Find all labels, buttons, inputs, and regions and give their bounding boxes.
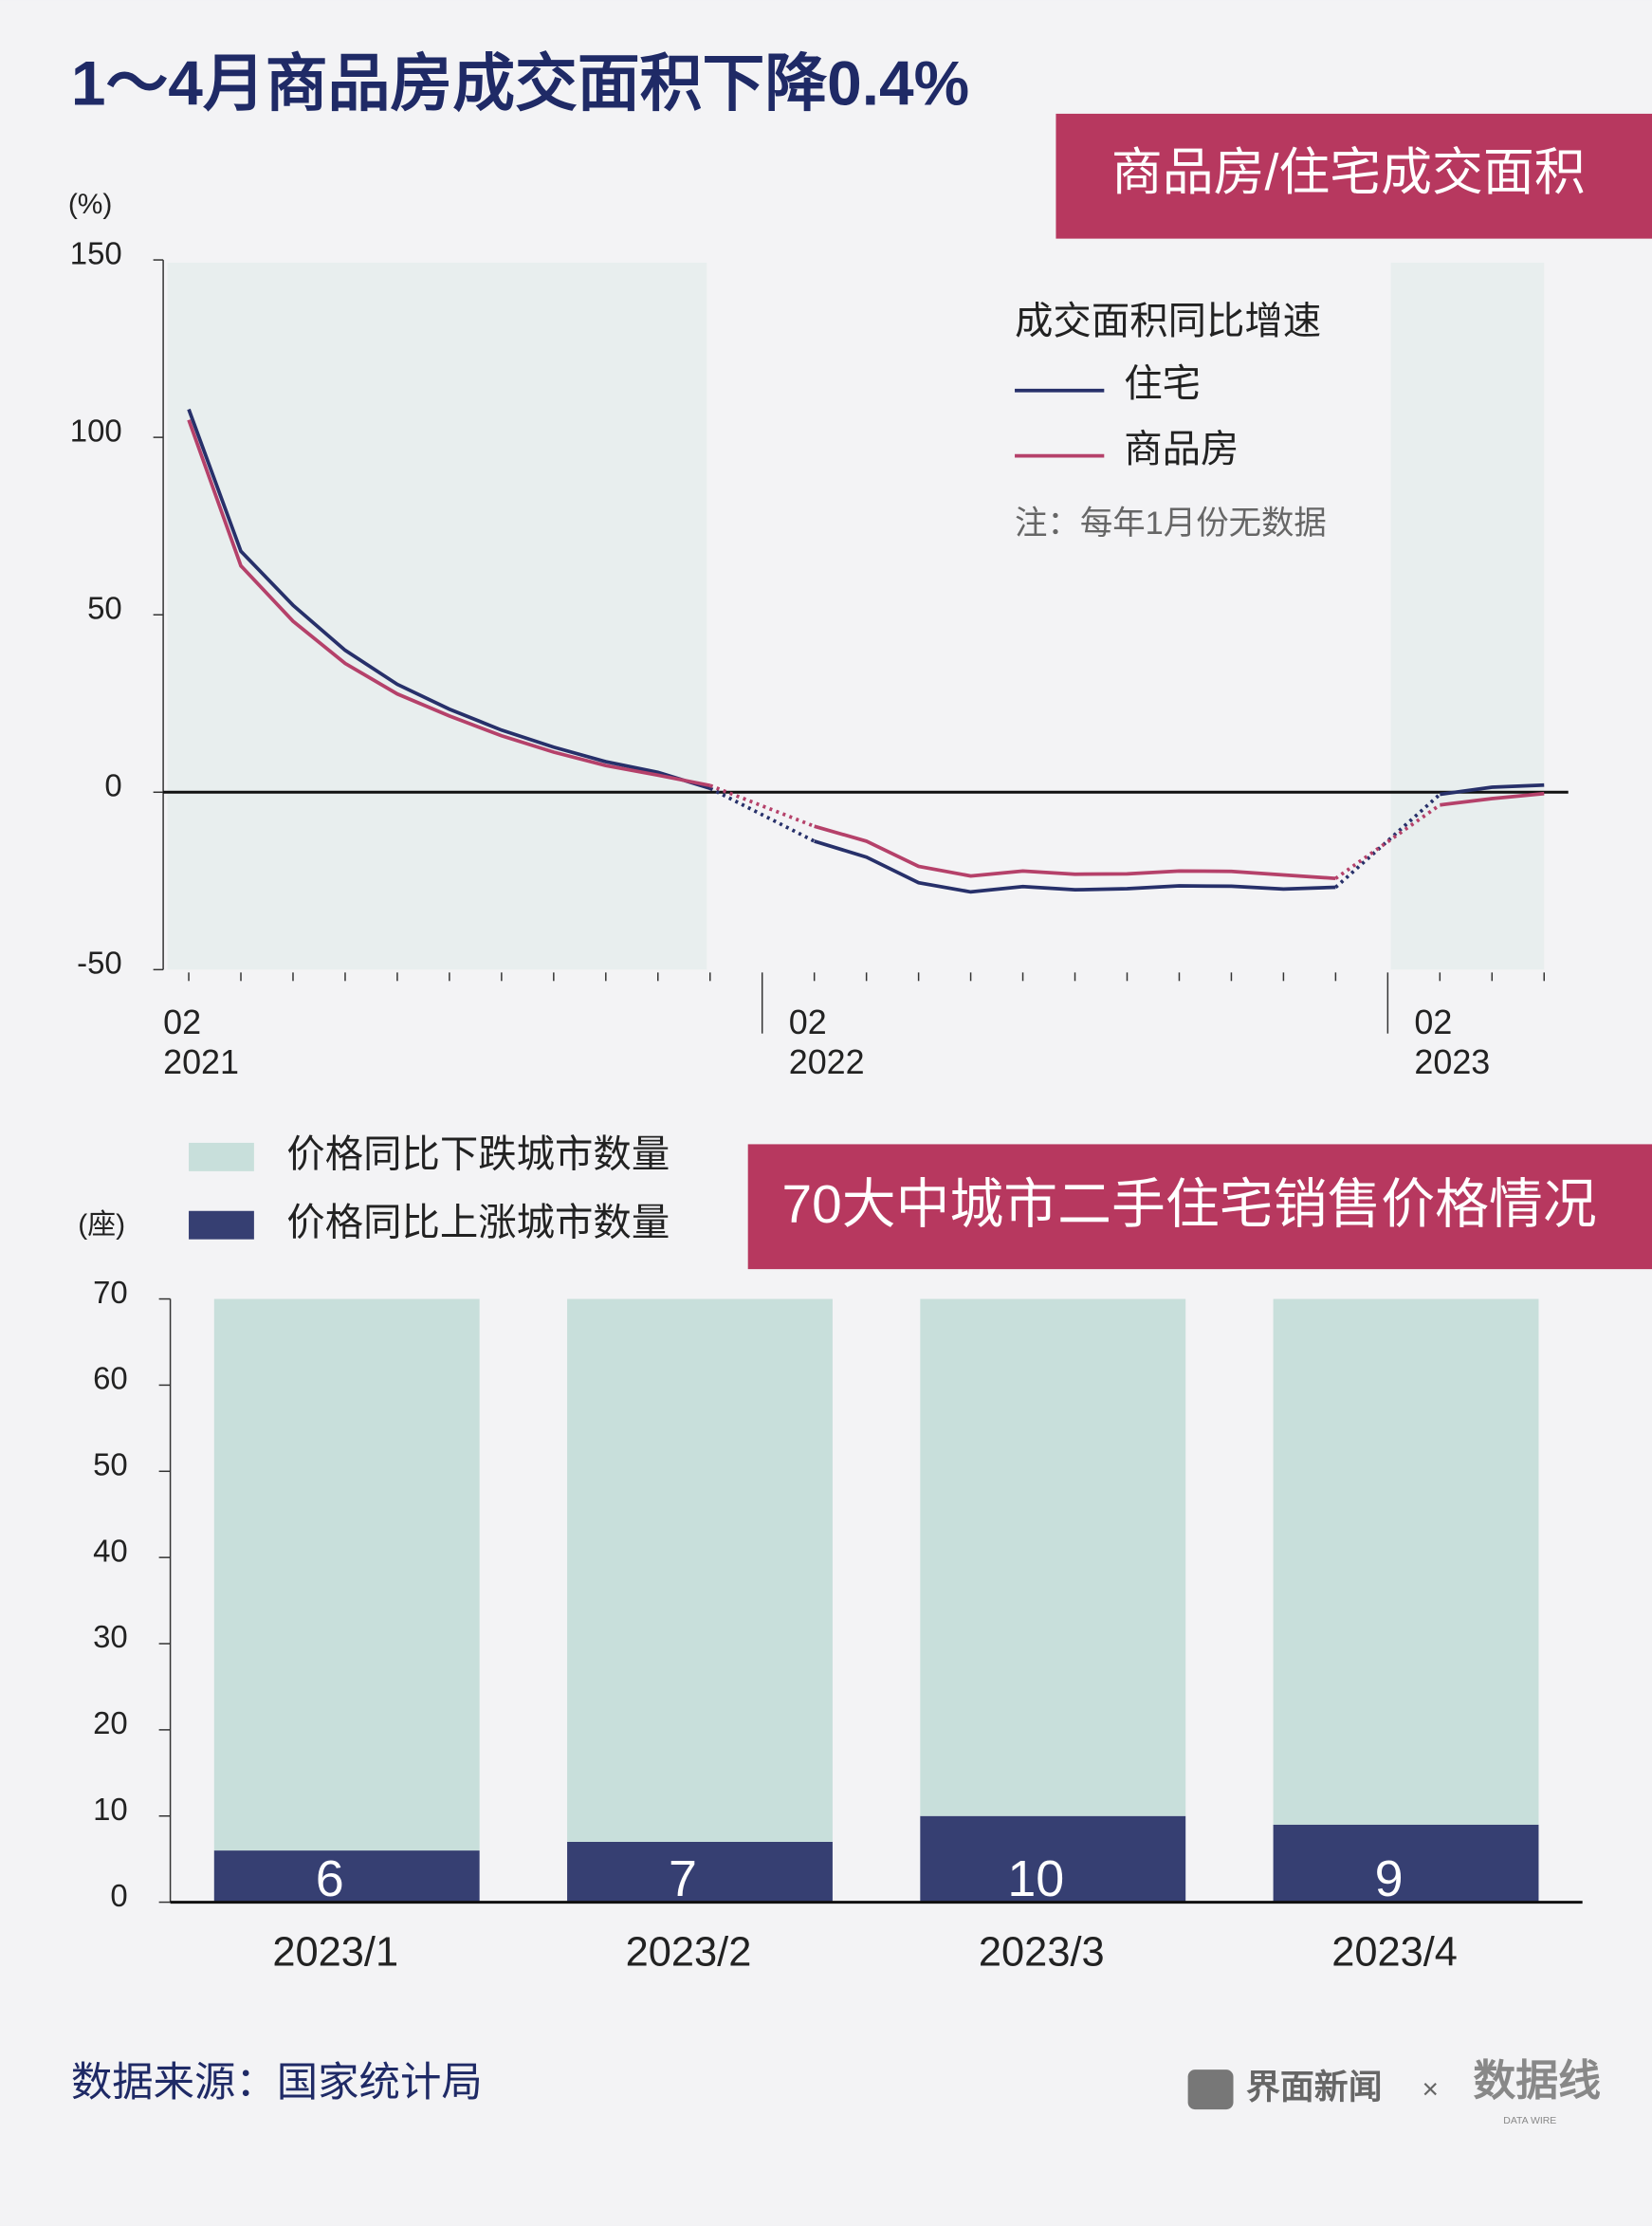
- shade: [167, 263, 707, 970]
- bar: [213, 1850, 480, 1903]
- page-title: 1～4月商品房成交面积下降0.4%: [71, 47, 969, 118]
- gap-connector: [708, 786, 816, 843]
- x-year-label: 2023: [1414, 1042, 1490, 1081]
- y-unit: (座): [78, 1209, 125, 1241]
- y-tick-label: 40: [93, 1533, 128, 1568]
- x-tick-label: 2023/1: [272, 1929, 398, 1975]
- y-unit: (%): [68, 189, 113, 220]
- bar: [920, 1298, 1186, 1816]
- brand: 数据线: [1473, 2056, 1601, 2105]
- note: 注：每年1月份无数据: [1015, 506, 1327, 542]
- gap-connector: [709, 783, 816, 828]
- legend-label: 商品房: [1124, 427, 1239, 470]
- brand: 界面新闻: [1246, 2068, 1383, 2106]
- source: 数据来源：国家统计局: [71, 2060, 483, 2106]
- legend-title: 成交面积同比增速: [1015, 299, 1321, 342]
- bar: [1273, 1824, 1539, 1903]
- x-tick-label: 02: [1414, 1003, 1452, 1041]
- value-label: 9: [1375, 1850, 1404, 1907]
- y-tick-label: 20: [93, 1705, 128, 1740]
- bar: [567, 1298, 833, 1842]
- x-year-label: 2021: [163, 1042, 239, 1081]
- header-box: [747, 1144, 1652, 1270]
- shade: [1390, 263, 1545, 970]
- y-tick-label: 50: [93, 1446, 128, 1481]
- chart-title: 商品房/住宅成交面积: [1111, 144, 1586, 201]
- y-tick-label: 0: [104, 767, 121, 802]
- gap-connector: [1334, 793, 1441, 889]
- y-tick-label: -50: [77, 946, 122, 981]
- x-tick-label: 2023/3: [979, 1929, 1105, 1975]
- brand: ×: [1423, 2074, 1439, 2106]
- y-tick-label: 60: [93, 1361, 128, 1396]
- y-tick-label: 100: [70, 413, 122, 448]
- value-label: 7: [669, 1850, 697, 1907]
- bar: [1273, 1298, 1539, 1825]
- bar: [567, 1841, 833, 1903]
- legend-swatch: [189, 1142, 254, 1171]
- line: [187, 419, 1545, 881]
- value-label: 10: [1007, 1850, 1064, 1907]
- y-tick-label: 10: [93, 1792, 128, 1827]
- header-box: [1055, 113, 1652, 239]
- x-tick-label: 02: [789, 1003, 827, 1041]
- legend-label: 价格同比上涨城市数量: [286, 1200, 670, 1243]
- line: [187, 408, 1545, 894]
- logo-icon: [1187, 2070, 1234, 2110]
- legend-label: 价格同比下跌城市数量: [286, 1132, 670, 1176]
- y-tick-label: 70: [93, 1275, 128, 1310]
- x-year-label: 2022: [789, 1042, 865, 1081]
- y-tick-label: 150: [70, 235, 122, 270]
- chart-title: 70大中城市二手住宅销售价格情况: [781, 1175, 1596, 1235]
- brand: DATA WIRE: [1503, 2116, 1556, 2126]
- y-tick-label: 30: [93, 1619, 128, 1654]
- legend-swatch: [189, 1210, 254, 1240]
- value-label: 6: [316, 1850, 344, 1907]
- y-tick-label: 0: [110, 1878, 127, 1913]
- x-tick-label: 02: [163, 1003, 201, 1041]
- bar: [920, 1815, 1186, 1903]
- y-tick-label: 50: [87, 590, 122, 625]
- x-tick-label: 2023/2: [626, 1929, 752, 1975]
- x-tick-label: 2023/4: [1331, 1929, 1458, 1975]
- bar: [213, 1298, 480, 1851]
- legend-label: 住宅: [1124, 361, 1201, 405]
